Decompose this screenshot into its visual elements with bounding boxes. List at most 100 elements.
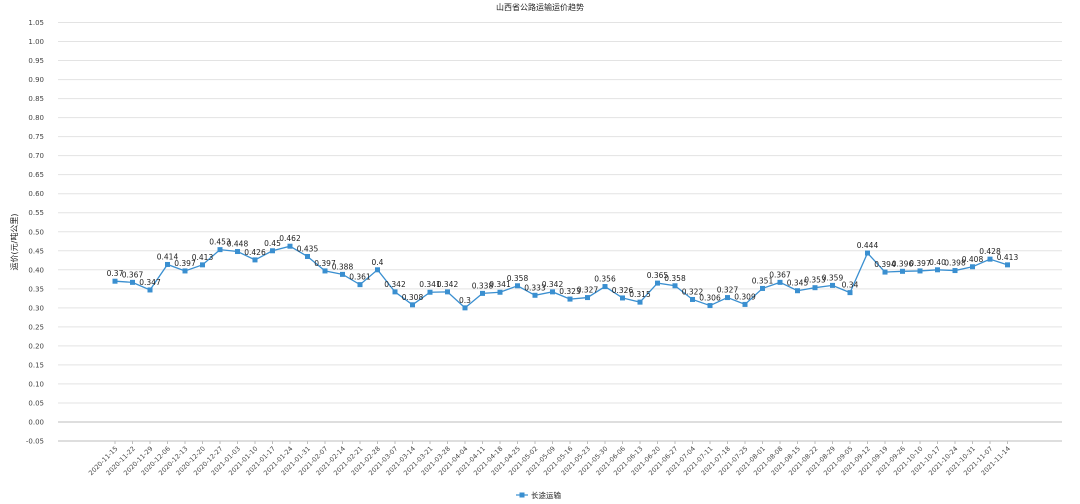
data-label: 0.45	[264, 239, 281, 248]
data-point[interactable]	[882, 269, 888, 275]
data-point[interactable]	[112, 278, 118, 284]
data-label: 0.365	[647, 271, 669, 280]
data-point[interactable]	[795, 288, 800, 294]
data-point[interactable]	[637, 299, 643, 305]
data-label: 0.444	[857, 241, 879, 250]
data-point[interactable]	[270, 248, 275, 254]
data-point[interactable]	[305, 253, 310, 259]
data-label: 0.327	[717, 286, 739, 295]
data-point[interactable]	[847, 290, 853, 296]
data-point[interactable]	[620, 295, 625, 301]
data-label: 0.367	[122, 270, 144, 279]
data-point[interactable]	[567, 296, 573, 302]
data-label: 0.341	[489, 280, 511, 289]
data-point[interactable]	[445, 289, 450, 295]
data-point[interactable]	[515, 283, 520, 289]
series-long-distance	[112, 243, 1010, 311]
data-point[interactable]	[777, 279, 783, 285]
y-tick-label: 0.75	[28, 133, 44, 141]
data-label: 0.414	[157, 252, 179, 261]
y-tick-label: 0.65	[28, 171, 44, 179]
data-label: 0.388	[332, 262, 354, 271]
data-point[interactable]	[935, 267, 940, 273]
legend[interactable]: 长途运输	[516, 490, 561, 500]
data-label: 0.413	[192, 253, 214, 262]
data-point[interactable]	[987, 256, 993, 262]
data-label: 0.342	[542, 280, 564, 289]
y-tick-label: 1.00	[28, 38, 44, 46]
data-point[interactable]	[1005, 262, 1010, 268]
y-tick-label: 0.85	[28, 95, 44, 103]
data-point[interactable]	[130, 279, 135, 285]
data-label: 0.40	[929, 258, 946, 267]
data-label: 0.315	[629, 290, 651, 299]
data-point[interactable]	[392, 289, 398, 295]
data-point[interactable]	[760, 285, 765, 291]
data-label: 0.323	[559, 287, 581, 296]
data-label: 0.309	[734, 292, 756, 301]
data-label: 0.342	[384, 280, 406, 289]
data-point[interactable]	[812, 285, 818, 291]
data-point[interactable]	[235, 249, 240, 255]
data-point[interactable]	[550, 289, 555, 295]
data-label: 0.397	[909, 259, 931, 268]
data-label: 0.359	[822, 273, 844, 282]
data-label: 0.306	[699, 294, 721, 303]
data-point[interactable]	[410, 302, 415, 308]
data-point[interactable]	[165, 261, 170, 267]
data-point[interactable]	[252, 257, 258, 263]
y-axis-ticks: -0.05 0.00 0.05 0.10 0.15 0.20 0.25 0.30 0.35 0.4…	[26, 19, 44, 446]
data-label: 0.3	[459, 296, 471, 305]
data-point[interactable]	[427, 289, 433, 295]
data-point[interactable]	[217, 247, 223, 253]
data-label: 0.342	[437, 280, 459, 289]
y-tick-label: 0.15	[28, 361, 44, 369]
data-point[interactable]	[462, 305, 468, 311]
data-label: 0.345	[787, 279, 809, 288]
data-point[interactable]	[917, 268, 923, 274]
data-label: 0.448	[227, 240, 249, 249]
data-point[interactable]	[200, 262, 205, 268]
data-label: 0.347	[139, 278, 161, 287]
data-point[interactable]	[830, 282, 835, 288]
legend-label: 长途运输	[531, 490, 561, 500]
data-point[interactable]	[497, 289, 503, 295]
gridlines	[58, 22, 1062, 442]
data-point[interactable]	[585, 295, 590, 301]
data-point[interactable]	[900, 268, 905, 274]
data-label: 0.358	[664, 274, 686, 283]
chart-title: 山西省公路运输运价趋势	[496, 2, 584, 12]
data-point[interactable]	[707, 303, 713, 309]
data-point[interactable]	[480, 290, 485, 296]
y-tick-label: 0.50	[28, 228, 44, 236]
data-label: 0.34	[842, 281, 859, 290]
data-point[interactable]	[602, 284, 608, 290]
data-label: 0.408	[962, 255, 984, 264]
data-point[interactable]	[532, 292, 538, 298]
data-label: 0.322	[682, 287, 704, 296]
data-label: 0.396	[892, 259, 914, 268]
data-label: 0.367	[769, 270, 791, 279]
data-point[interactable]	[287, 243, 293, 249]
y-tick-label: 0.90	[28, 76, 44, 84]
data-point[interactable]	[340, 271, 345, 277]
data-point[interactable]	[952, 268, 958, 274]
data-label: 0.358	[507, 274, 529, 283]
data-point[interactable]	[865, 250, 870, 256]
data-point[interactable]	[357, 282, 363, 288]
data-point[interactable]	[147, 287, 153, 293]
data-point[interactable]	[742, 301, 748, 307]
data-point[interactable]	[970, 264, 975, 270]
y-tick-label: 0.05	[28, 399, 44, 407]
data-label: 0.356	[594, 275, 616, 284]
data-label: 0.341	[419, 280, 441, 289]
data-point[interactable]	[672, 283, 678, 289]
data-point[interactable]	[322, 268, 328, 274]
data-point[interactable]	[375, 267, 380, 273]
data-point[interactable]	[655, 280, 660, 286]
data-point[interactable]	[690, 296, 695, 302]
data-point[interactable]	[182, 268, 188, 274]
data-label: 0.397	[174, 259, 196, 268]
data-point[interactable]	[725, 295, 730, 301]
data-label: 0.426	[244, 248, 266, 257]
